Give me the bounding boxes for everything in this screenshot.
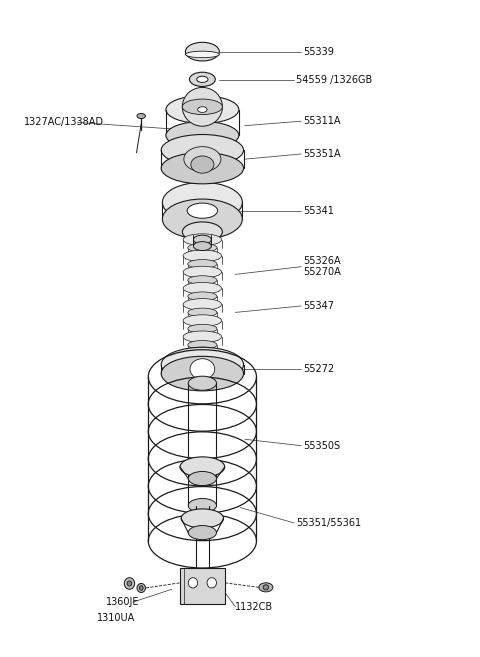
Ellipse shape bbox=[197, 76, 208, 82]
Text: 1327AC/1338AD: 1327AC/1338AD bbox=[24, 118, 104, 127]
Ellipse shape bbox=[183, 234, 222, 246]
Text: 54559 /1326GB: 54559 /1326GB bbox=[297, 75, 372, 85]
Ellipse shape bbox=[188, 292, 217, 301]
Ellipse shape bbox=[188, 376, 216, 390]
Ellipse shape bbox=[180, 457, 225, 477]
Ellipse shape bbox=[183, 315, 222, 327]
Ellipse shape bbox=[183, 266, 222, 278]
Ellipse shape bbox=[183, 283, 222, 294]
Ellipse shape bbox=[188, 276, 217, 284]
Text: 55341: 55341 bbox=[303, 206, 335, 215]
Ellipse shape bbox=[193, 242, 211, 250]
Ellipse shape bbox=[161, 135, 243, 166]
Ellipse shape bbox=[162, 199, 242, 239]
Ellipse shape bbox=[188, 340, 217, 350]
Text: 55351A: 55351A bbox=[303, 149, 341, 159]
Ellipse shape bbox=[188, 243, 217, 252]
Ellipse shape bbox=[139, 586, 143, 590]
Ellipse shape bbox=[193, 235, 211, 244]
Ellipse shape bbox=[183, 250, 222, 261]
Ellipse shape bbox=[162, 182, 242, 222]
Ellipse shape bbox=[190, 359, 215, 380]
Text: 55347: 55347 bbox=[303, 301, 335, 311]
Ellipse shape bbox=[182, 99, 222, 114]
Ellipse shape bbox=[188, 526, 216, 539]
Ellipse shape bbox=[166, 122, 239, 149]
Ellipse shape bbox=[127, 581, 132, 586]
Text: 55339: 55339 bbox=[303, 47, 335, 57]
Text: 55326A
55270A: 55326A 55270A bbox=[303, 256, 341, 277]
Ellipse shape bbox=[198, 107, 207, 112]
Text: 55351/55361: 55351/55361 bbox=[297, 518, 361, 528]
Text: 55311A: 55311A bbox=[303, 116, 341, 126]
Ellipse shape bbox=[182, 222, 222, 242]
Ellipse shape bbox=[183, 299, 222, 310]
Ellipse shape bbox=[124, 578, 134, 589]
Ellipse shape bbox=[190, 72, 216, 87]
Text: 1132CB: 1132CB bbox=[235, 602, 274, 612]
Ellipse shape bbox=[259, 583, 273, 592]
Ellipse shape bbox=[187, 203, 217, 218]
Ellipse shape bbox=[184, 147, 221, 171]
Ellipse shape bbox=[185, 42, 219, 61]
Ellipse shape bbox=[137, 583, 145, 593]
Ellipse shape bbox=[181, 509, 224, 528]
Ellipse shape bbox=[185, 51, 219, 58]
Ellipse shape bbox=[191, 156, 214, 173]
Ellipse shape bbox=[207, 578, 216, 588]
Bar bbox=[180, 568, 225, 604]
Ellipse shape bbox=[182, 87, 222, 126]
Ellipse shape bbox=[166, 96, 239, 124]
Ellipse shape bbox=[183, 331, 222, 342]
Text: 55272: 55272 bbox=[303, 364, 335, 374]
Ellipse shape bbox=[188, 499, 216, 512]
Text: 55350S: 55350S bbox=[303, 441, 341, 451]
Ellipse shape bbox=[161, 356, 243, 391]
Ellipse shape bbox=[183, 347, 222, 359]
Ellipse shape bbox=[137, 114, 145, 118]
Ellipse shape bbox=[161, 152, 243, 184]
Text: 1360JE: 1360JE bbox=[106, 597, 139, 607]
Ellipse shape bbox=[188, 308, 217, 317]
Ellipse shape bbox=[263, 585, 269, 590]
Ellipse shape bbox=[188, 472, 216, 486]
Ellipse shape bbox=[188, 325, 217, 333]
Text: 1310UA: 1310UA bbox=[96, 613, 135, 623]
Ellipse shape bbox=[161, 348, 243, 382]
Ellipse shape bbox=[188, 578, 198, 588]
Ellipse shape bbox=[188, 260, 217, 268]
